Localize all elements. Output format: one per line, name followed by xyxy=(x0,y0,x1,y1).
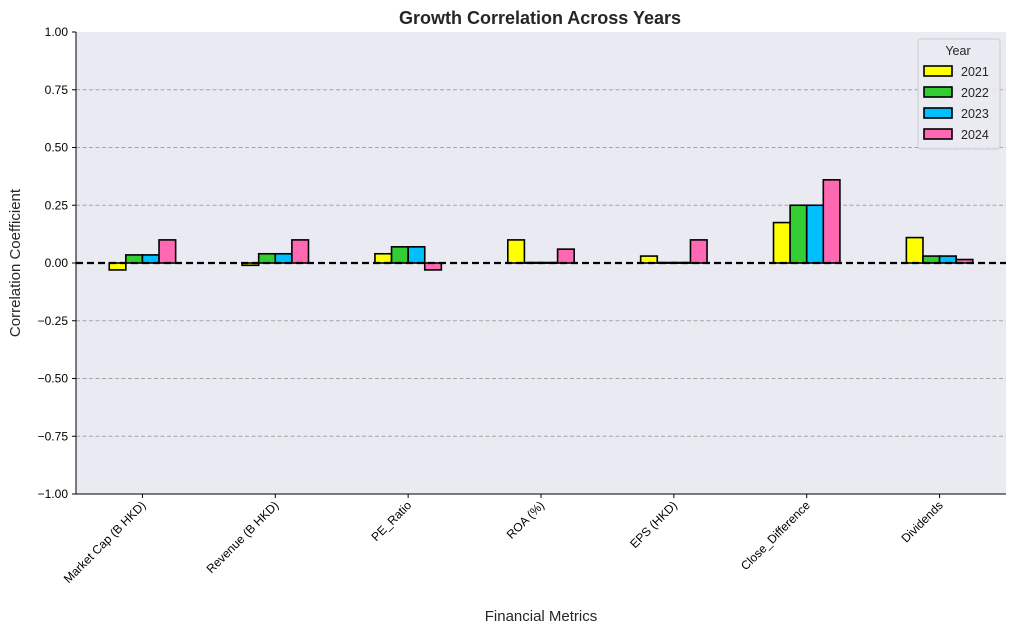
bar-2022-close-difference xyxy=(789,204,808,264)
bar-2021-pe-ratio xyxy=(374,252,393,264)
legend-swatch-2021 xyxy=(923,65,953,77)
bars-group xyxy=(108,179,974,271)
y-tick-label: 0.25 xyxy=(45,198,69,212)
legend: Year 2021 2022 2023 2024 xyxy=(917,38,1001,150)
y-tick-labels: −1.00 −0.75 −0.50 −0.25 0.00 0.25 0.50 0.75 1.00 xyxy=(38,25,76,501)
bar-2023-market-cap-b-hkd xyxy=(141,254,160,264)
legend-title: Year xyxy=(945,44,970,58)
legend-items: 2021 2022 2023 2024 xyxy=(923,65,989,142)
bar-2021-close-difference xyxy=(772,221,791,264)
bar-2024-dividends xyxy=(955,258,974,264)
legend-label-2023: 2023 xyxy=(961,107,989,121)
bar-2023-pe-ratio xyxy=(407,246,426,264)
y-tick-label: −0.75 xyxy=(38,429,69,443)
bar-2024-revenue-b-hkd xyxy=(291,239,310,264)
chart-title: Growth Correlation Across Years xyxy=(399,8,681,28)
bar-2021-revenue-b-hkd xyxy=(241,262,260,267)
bar-2024-roa xyxy=(556,248,575,264)
x-tick-label: Close_Difference xyxy=(738,498,813,573)
bar-2021-roa xyxy=(506,239,526,264)
legend-label-2021: 2021 xyxy=(961,65,989,79)
bar-2021-dividends xyxy=(905,236,924,264)
bar-2023-revenue-b-hkd xyxy=(274,252,293,264)
legend-swatch-2023 xyxy=(923,107,953,119)
x-tick-label: Revenue (B HKD) xyxy=(204,498,282,576)
y-tick-label: 0.00 xyxy=(45,256,69,270)
legend-label-2022: 2022 xyxy=(961,86,989,100)
legend-swatch-2024 xyxy=(923,128,953,140)
bar-2022-market-cap-b-hkd xyxy=(125,254,144,264)
legend-label-2024: 2024 xyxy=(961,128,989,142)
bar-2023-close-difference xyxy=(805,204,825,264)
bar-2022-pe-ratio xyxy=(390,246,409,264)
x-tick-label: PE_Ratio xyxy=(369,498,415,544)
y-axis-label: Correlation Coefficient xyxy=(7,188,24,337)
grid-lines xyxy=(76,89,1006,437)
bar-2024-market-cap-b-hkd xyxy=(158,239,177,264)
y-tick-label: 1.00 xyxy=(45,25,69,39)
x-tick-label: Market Cap (B HKD) xyxy=(61,498,149,586)
x-tick-label: Dividends xyxy=(899,498,946,545)
bar-2024-close-difference xyxy=(822,179,841,264)
y-tick-label: 0.75 xyxy=(45,83,69,97)
y-tick-label: −0.25 xyxy=(38,314,69,328)
y-tick-label: −0.50 xyxy=(38,372,69,386)
bar-2024-eps-hkd xyxy=(689,239,708,264)
x-tick-label: ROA (%) xyxy=(504,498,547,541)
bar-2022-revenue-b-hkd xyxy=(257,252,277,264)
legend-swatch-2022 xyxy=(923,86,953,98)
y-tick-label: −1.00 xyxy=(38,487,69,501)
x-tick-labels: Market Cap (B HKD) Revenue (B HKD) PE_Rati… xyxy=(61,494,946,586)
x-axis-label: Financial Metrics xyxy=(485,608,598,625)
y-tick-label: 0.50 xyxy=(45,141,69,155)
x-tick-label: EPS (HKD) xyxy=(627,498,680,551)
bar-2021-market-cap-b-hkd xyxy=(108,262,127,271)
